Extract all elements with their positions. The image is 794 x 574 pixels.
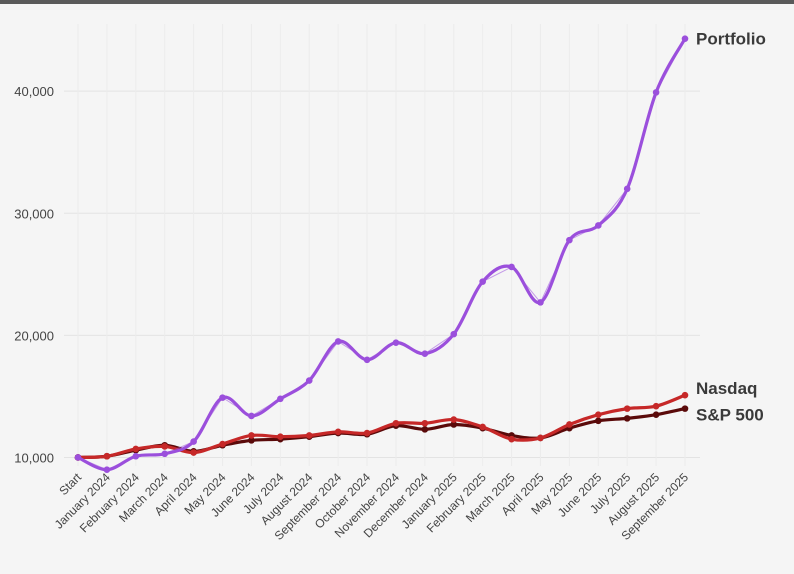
series-portfolio-point bbox=[652, 89, 660, 96]
series-label-nasdaq: Nasdaq bbox=[696, 379, 757, 398]
series-sp500-point bbox=[594, 417, 602, 425]
series-sp500-point bbox=[681, 405, 689, 412]
series-portfolio-point bbox=[537, 299, 544, 306]
series-labels: Portfolio Nasdaq S&P 500 bbox=[696, 30, 766, 425]
series-portfolio-point bbox=[103, 466, 111, 473]
series-nasdaq-point bbox=[190, 449, 197, 456]
series-portfolio-point bbox=[450, 330, 458, 338]
series-nasdaq-point bbox=[392, 419, 400, 427]
series-nasdaq-point bbox=[277, 433, 284, 440]
series-sp500-point bbox=[652, 411, 660, 419]
series-portfolio-connector bbox=[77, 38, 686, 471]
series-nasdaq-point bbox=[537, 434, 544, 442]
series-label-sp500: S&P 500 bbox=[696, 406, 764, 425]
series-nasdaq-point bbox=[219, 440, 226, 448]
y-tick-label: 40,000 bbox=[14, 84, 54, 99]
y-tick-label: 30,000 bbox=[14, 206, 54, 221]
series-portfolio-point bbox=[334, 338, 342, 345]
series-portfolio-point bbox=[479, 278, 486, 285]
series-nasdaq-point bbox=[623, 405, 631, 412]
series-nasdaq-point bbox=[132, 445, 140, 453]
series-nasdaq-point bbox=[508, 435, 515, 443]
series-nasdaq-point bbox=[334, 428, 342, 436]
series-nasdaq-point bbox=[450, 416, 458, 423]
series-portfolio-point bbox=[508, 263, 515, 271]
series-portfolio-point bbox=[305, 377, 313, 384]
y-tick-label: 20,000 bbox=[14, 328, 54, 343]
series-nasdaq-point bbox=[103, 452, 111, 460]
series-portfolio-point bbox=[132, 452, 140, 460]
series-nasdaq-point bbox=[421, 419, 429, 427]
series-sp500-point bbox=[421, 426, 429, 433]
series-nasdaq-point bbox=[594, 411, 602, 419]
series-sp500-point bbox=[450, 421, 458, 428]
series-nasdaq-point bbox=[248, 432, 255, 439]
series-portfolio-line bbox=[76, 37, 687, 472]
y-axis-ticks: 10,000 20,000 30,000 40,000 bbox=[14, 84, 54, 465]
series-portfolio-point bbox=[277, 395, 284, 403]
series-portfolio-point bbox=[681, 35, 689, 42]
series-portfolio-point bbox=[392, 339, 400, 346]
grid-layer bbox=[64, 24, 700, 466]
series-portfolio-point bbox=[363, 356, 371, 364]
series-nasdaq-point bbox=[566, 421, 573, 428]
series-portfolio-point bbox=[566, 236, 573, 244]
series-nasdaq-point bbox=[652, 402, 660, 410]
series-layer bbox=[74, 35, 689, 473]
top-border bbox=[0, 0, 794, 4]
series-nasdaq-point bbox=[363, 429, 371, 437]
series-portfolio-point bbox=[74, 454, 82, 461]
series-nasdaq-point bbox=[305, 432, 313, 439]
series-nasdaq-line bbox=[76, 393, 687, 460]
series-portfolio-point bbox=[594, 222, 602, 229]
series-portfolio-point bbox=[190, 438, 197, 445]
series-sp500-point bbox=[248, 437, 255, 444]
series-portfolio-point bbox=[623, 185, 631, 193]
series-sp500-point bbox=[623, 415, 631, 422]
series-nasdaq-point bbox=[161, 443, 169, 450]
series-portfolio-point bbox=[219, 394, 226, 401]
series-portfolio-point bbox=[161, 450, 169, 458]
series-portfolio-point bbox=[248, 412, 255, 420]
y-tick-label: 10,000 bbox=[14, 450, 54, 465]
series-label-portfolio: Portfolio bbox=[696, 30, 766, 49]
series-portfolio-point bbox=[421, 350, 429, 357]
series-nasdaq-point bbox=[681, 391, 689, 399]
series-nasdaq-point bbox=[479, 423, 486, 431]
